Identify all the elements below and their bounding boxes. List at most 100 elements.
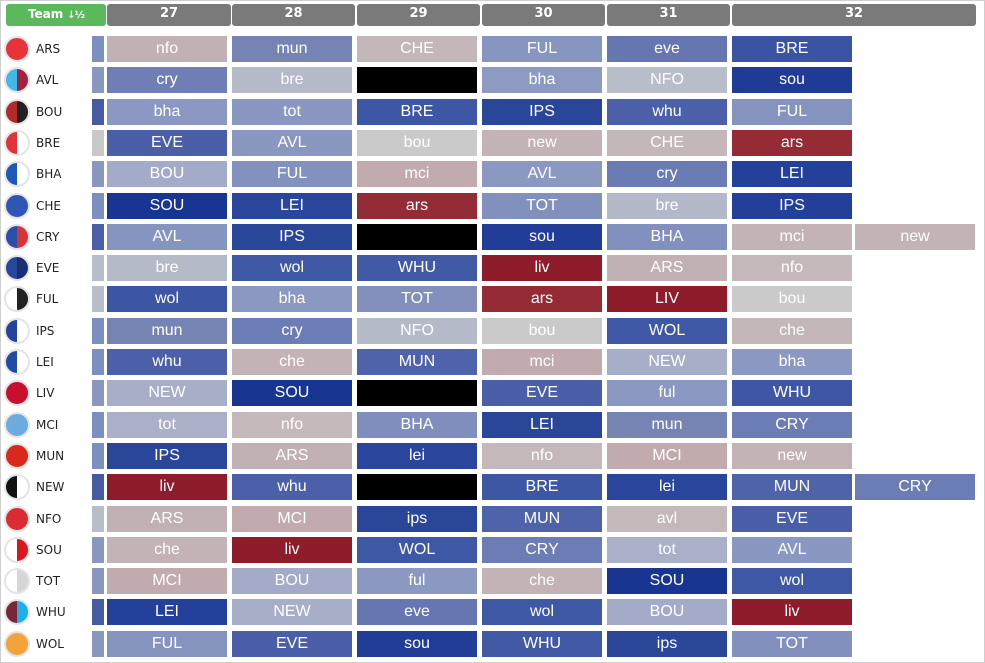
- gameweek-header-28[interactable]: 28: [232, 4, 355, 26]
- fixture-cell[interactable]: LIV: [607, 286, 727, 313]
- fixture-cell[interactable]: che: [482, 568, 602, 595]
- fixture-cell[interactable]: sou: [357, 630, 477, 657]
- team-code[interactable]: WOL: [36, 636, 64, 651]
- fixture-cell[interactable]: WHU: [357, 255, 477, 282]
- fixture-cell[interactable]: che: [732, 317, 852, 344]
- gameweek-header-30[interactable]: 30: [482, 4, 605, 26]
- fixture-cell[interactable]: tot: [232, 98, 352, 125]
- fixture-cell[interactable]: CRY: [732, 411, 852, 438]
- fixture-cell[interactable]: bre: [107, 255, 227, 282]
- fixture-cell[interactable]: CRY: [482, 536, 602, 563]
- fixture-cell[interactable]: MUN: [357, 349, 477, 375]
- fixture-cell[interactable]: NEW: [107, 380, 227, 407]
- fixture-cell[interactable]: BOU: [232, 568, 352, 595]
- fixture-cell[interactable]: bou: [482, 317, 602, 344]
- fixture-cell[interactable]: nfo: [482, 442, 602, 469]
- fixture-cell[interactable]: whu: [107, 349, 227, 375]
- fixture-cell[interactable]: MCI: [607, 442, 727, 469]
- team-code[interactable]: SOU: [36, 542, 62, 557]
- team-code[interactable]: IPS: [36, 323, 55, 338]
- fixture-cell[interactable]: AVL: [107, 223, 227, 250]
- fixture-cell[interactable]: new: [732, 442, 852, 469]
- fixture-cell[interactable]: WHU: [732, 380, 852, 407]
- fixture-cell[interactable]: bha: [732, 349, 852, 375]
- fixture-cell[interactable]: new: [482, 129, 602, 156]
- fixture-cell[interactable]: sou: [482, 223, 602, 250]
- team-code[interactable]: FUL: [36, 292, 59, 307]
- team-code[interactable]: NFO: [36, 511, 62, 526]
- fixture-cell[interactable]: [357, 67, 477, 94]
- fixture-cell[interactable]: bha: [107, 98, 227, 125]
- fixture-cell[interactable]: [357, 380, 477, 407]
- fixture-cell[interactable]: lei: [357, 442, 477, 469]
- fixture-cell[interactable]: mci: [357, 161, 477, 188]
- fixture-cell[interactable]: BHA: [607, 223, 727, 250]
- team-code[interactable]: BOU: [36, 104, 63, 119]
- fixture-cell[interactable]: NFO: [607, 67, 727, 94]
- fixture-cell[interactable]: bha: [482, 67, 602, 94]
- fixture-cell[interactable]: eve: [357, 599, 477, 626]
- team-code[interactable]: CHE: [36, 198, 61, 213]
- fixture-cell[interactable]: whu: [607, 98, 727, 125]
- fixture-cell[interactable]: ars: [357, 192, 477, 219]
- fixture-cell[interactable]: bha: [232, 286, 352, 313]
- fixture-cell[interactable]: avl: [607, 505, 727, 532]
- fixture-cell[interactable]: WHU: [482, 630, 602, 657]
- fixture-cell[interactable]: FUL: [732, 98, 852, 125]
- fixture-cell[interactable]: [357, 474, 477, 501]
- fixture-cell[interactable]: AVL: [232, 129, 352, 156]
- fixture-cell[interactable]: nfo: [107, 36, 227, 62]
- fixture-cell[interactable]: SOU: [607, 568, 727, 595]
- fixture-cell[interactable]: IPS: [232, 223, 352, 250]
- fixture-cell[interactable]: SOU: [107, 192, 227, 219]
- team-code[interactable]: NEW: [36, 480, 65, 495]
- fixture-cell[interactable]: sou: [732, 67, 852, 94]
- fixture-cell[interactable]: liv: [107, 474, 227, 501]
- gameweek-header-27[interactable]: 27: [107, 4, 231, 26]
- fixture-cell[interactable]: mci: [482, 349, 602, 375]
- team-code[interactable]: TOT: [36, 574, 61, 589]
- fixture-cell[interactable]: bou: [357, 129, 477, 156]
- gameweek-header-32[interactable]: 32: [732, 4, 976, 26]
- team-code[interactable]: CRY: [36, 229, 60, 244]
- fixture-cell[interactable]: wol: [107, 286, 227, 313]
- team-code[interactable]: BRE: [36, 135, 61, 150]
- fixture-cell[interactable]: mun: [107, 317, 227, 344]
- team-code[interactable]: EVE: [36, 261, 60, 276]
- gameweek-header-31[interactable]: 31: [607, 4, 730, 26]
- fixture-cell-double[interactable]: new: [855, 223, 975, 250]
- fixture-cell[interactable]: WOL: [607, 317, 727, 344]
- fixture-cell[interactable]: BHA: [357, 411, 477, 438]
- fixture-cell[interactable]: mun: [232, 36, 352, 62]
- fixture-cell[interactable]: ARS: [607, 255, 727, 282]
- fixture-cell[interactable]: liv: [732, 599, 852, 626]
- team-code[interactable]: MUN: [36, 448, 65, 463]
- fixture-cell[interactable]: EVE: [232, 630, 352, 657]
- fixture-cell[interactable]: TOT: [482, 192, 602, 219]
- fixture-cell[interactable]: ful: [357, 568, 477, 595]
- fixture-cell[interactable]: LEI: [732, 161, 852, 188]
- fixture-cell[interactable]: bou: [732, 286, 852, 313]
- fixture-cell[interactable]: IPS: [482, 98, 602, 125]
- fixture-cell[interactable]: AVL: [732, 536, 852, 563]
- fixture-cell[interactable]: ARS: [232, 442, 352, 469]
- fixture-cell[interactable]: IPS: [732, 192, 852, 219]
- fixture-cell[interactable]: CHE: [357, 36, 477, 62]
- fixture-cell[interactable]: eve: [607, 36, 727, 62]
- fixture-cell[interactable]: cry: [232, 317, 352, 344]
- fixture-cell[interactable]: bre: [607, 192, 727, 219]
- fixture-cell[interactable]: WOL: [357, 536, 477, 563]
- fixture-cell[interactable]: FUL: [232, 161, 352, 188]
- team-code[interactable]: BHA: [36, 167, 62, 182]
- fixture-cell[interactable]: EVE: [732, 505, 852, 532]
- fixture-cell[interactable]: ars: [482, 286, 602, 313]
- fixture-cell[interactable]: liv: [232, 536, 352, 563]
- fixture-cell[interactable]: NFO: [357, 317, 477, 344]
- sort-numeric-icon[interactable]: ↓½: [67, 10, 85, 21]
- fixture-cell[interactable]: BRE: [357, 98, 477, 125]
- fixture-cell[interactable]: che: [107, 536, 227, 563]
- fixture-cell[interactable]: lei: [607, 474, 727, 501]
- fixture-cell[interactable]: FUL: [482, 36, 602, 62]
- team-code[interactable]: LEI: [36, 355, 54, 369]
- fixture-cell[interactable]: MCI: [107, 568, 227, 595]
